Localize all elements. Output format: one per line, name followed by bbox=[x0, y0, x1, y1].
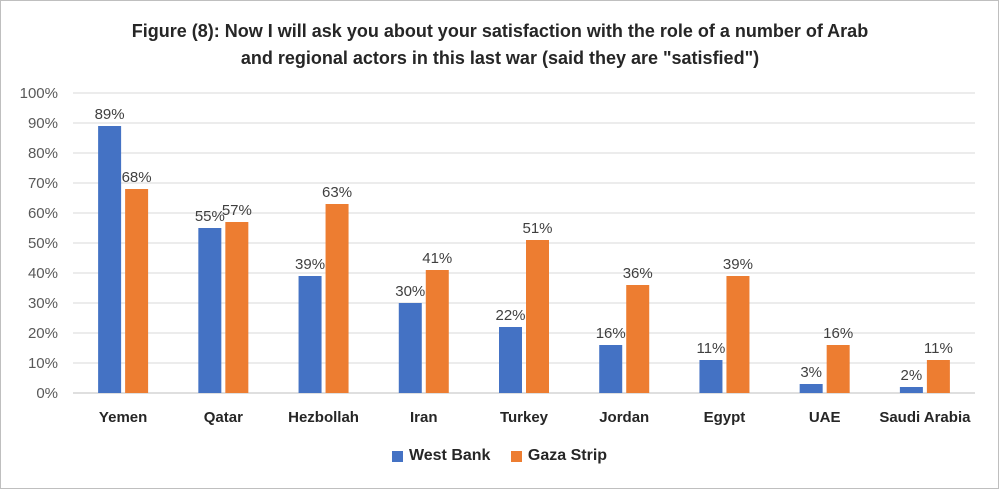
data-label: 36% bbox=[623, 265, 653, 282]
x-tick-label: UAE bbox=[809, 409, 841, 426]
bar bbox=[526, 240, 549, 393]
y-tick-label: 20% bbox=[28, 325, 58, 342]
data-label: 57% bbox=[222, 202, 252, 219]
y-tick-label: 40% bbox=[28, 265, 58, 282]
legend-label-west-bank: West Bank bbox=[408, 447, 491, 464]
y-tick-label: 50% bbox=[28, 235, 58, 252]
bar bbox=[926, 360, 950, 393]
bar bbox=[626, 285, 650, 393]
data-label: 55% bbox=[195, 208, 225, 225]
legend-swatch-west-bank bbox=[391, 450, 403, 462]
data-label: 11% bbox=[696, 340, 725, 357]
legend: West Bank Gaza Strip bbox=[0, 447, 999, 467]
x-tick-label: Iran bbox=[410, 409, 438, 426]
y-tick-label: 90% bbox=[28, 115, 58, 132]
data-label: 16% bbox=[596, 325, 626, 342]
x-tick-label: Qatar bbox=[204, 409, 243, 426]
y-tick-label: 100% bbox=[20, 85, 58, 102]
x-tick-label: Jordan bbox=[599, 409, 649, 426]
bar bbox=[826, 345, 850, 393]
x-tick-label: Hezbollah bbox=[288, 409, 359, 426]
chart-title: Figure (8): Now I will ask you about you… bbox=[60, 18, 940, 72]
y-tick-label: 80% bbox=[28, 145, 58, 162]
y-tick-label: 60% bbox=[28, 205, 58, 222]
data-label: 63% bbox=[322, 184, 352, 201]
x-tick-label: Egypt bbox=[704, 409, 746, 426]
x-tick-label: Saudi Arabia bbox=[879, 409, 971, 426]
legend-item-gaza-strip: Gaza Strip bbox=[510, 447, 608, 465]
chart-title-line-2: and regional actors in this last war (sa… bbox=[240, 48, 760, 68]
legend-swatch-gaza-strip bbox=[510, 450, 522, 462]
data-label: 41% bbox=[422, 250, 452, 267]
bar bbox=[298, 276, 322, 393]
bar bbox=[225, 222, 249, 393]
y-tick-label: 30% bbox=[28, 295, 58, 312]
data-label: 11% bbox=[924, 340, 953, 357]
data-label: 89% bbox=[95, 106, 125, 123]
data-label: 39% bbox=[295, 256, 325, 273]
bar bbox=[125, 189, 149, 393]
chart-title-line-1: Figure (8): Now I will ask you about you… bbox=[131, 21, 869, 41]
bar bbox=[699, 360, 723, 393]
bar bbox=[398, 303, 422, 393]
bar bbox=[799, 384, 823, 393]
data-label: 30% bbox=[395, 283, 425, 300]
bar bbox=[98, 126, 122, 393]
data-label: 3% bbox=[800, 364, 822, 381]
bar bbox=[198, 228, 222, 393]
data-label: 68% bbox=[122, 169, 152, 186]
data-label: 2% bbox=[901, 367, 923, 384]
y-tick-label: 70% bbox=[28, 175, 58, 192]
data-label: 16% bbox=[823, 325, 853, 342]
data-label: 39% bbox=[723, 256, 753, 273]
bar bbox=[599, 345, 623, 393]
x-tick-label: Turkey bbox=[500, 409, 549, 426]
bar bbox=[325, 204, 349, 393]
y-tick-label: 0% bbox=[36, 385, 58, 402]
legend-item-west-bank: West Bank bbox=[391, 447, 491, 465]
legend-label-gaza-strip: Gaza Strip bbox=[527, 447, 608, 464]
x-tick-label: Yemen bbox=[99, 409, 147, 426]
bar bbox=[425, 270, 449, 393]
bar bbox=[899, 387, 923, 393]
data-label: 22% bbox=[495, 307, 525, 324]
bar bbox=[726, 276, 750, 393]
data-label: 51% bbox=[522, 220, 552, 237]
bar bbox=[499, 327, 522, 393]
y-tick-label: 10% bbox=[28, 355, 58, 372]
